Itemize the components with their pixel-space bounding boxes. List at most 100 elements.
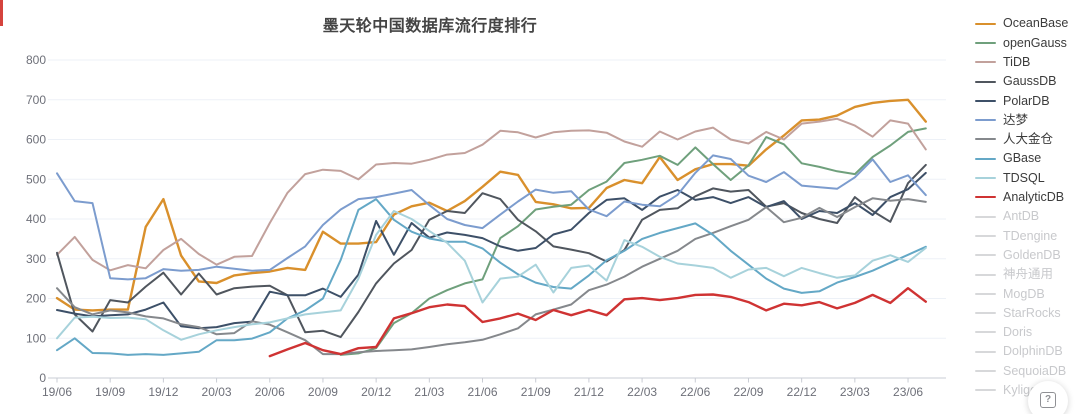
legend-label: PolarDB xyxy=(1003,93,1050,108)
legend-item-GoldenDB[interactable]: GoldenDB xyxy=(975,246,1080,265)
x-axis-label: 21/03 xyxy=(414,385,444,399)
legend-label: StarRocks xyxy=(1003,305,1061,320)
legend-label: 达梦 xyxy=(1003,112,1029,127)
legend-line-swatch xyxy=(975,254,996,257)
legend-label: Doris xyxy=(1003,325,1033,340)
x-axis-label: 19/09 xyxy=(95,385,125,399)
legend-line-swatch xyxy=(975,292,996,295)
legend-line-swatch xyxy=(975,331,996,334)
legend-line-swatch xyxy=(975,215,996,218)
x-axis-label: 19/12 xyxy=(148,385,178,399)
y-axis-label: 300 xyxy=(26,252,46,266)
legend-item-OceanBase[interactable]: OceanBase xyxy=(975,14,1080,33)
y-axis-label: 100 xyxy=(26,331,46,345)
legend-label: openGauss xyxy=(1003,35,1067,50)
legend-item-TiDB[interactable]: TiDB xyxy=(975,53,1080,72)
legend-line-swatch xyxy=(975,369,996,372)
x-axis-label: 23/06 xyxy=(893,385,923,399)
legend-item-Doris[interactable]: Doris xyxy=(975,323,1080,342)
legend-item-GBase[interactable]: GBase xyxy=(975,149,1080,168)
legend-item-AntDB[interactable]: AntDB xyxy=(975,207,1080,226)
y-axis-label: 700 xyxy=(26,93,46,107)
legend-label: TDSQL xyxy=(1003,170,1045,185)
legend-line-swatch xyxy=(975,196,996,199)
series-line-TiDB xyxy=(56,117,927,272)
x-axis-label: 22/09 xyxy=(733,385,763,399)
legend-label: OceanBase xyxy=(1003,16,1069,31)
x-axis-label: 22/06 xyxy=(680,385,710,399)
legend-item-TDengine[interactable]: TDengine xyxy=(975,226,1080,245)
series-line-人大金仓 xyxy=(56,197,927,356)
series-line-达梦 xyxy=(56,154,927,281)
series-line-openGauss xyxy=(339,127,927,356)
legend-item-StarRocks[interactable]: StarRocks xyxy=(975,303,1080,322)
help-button[interactable]: ? xyxy=(1028,381,1068,414)
x-axis-label: 20/12 xyxy=(361,385,391,399)
legend-line-swatch xyxy=(975,99,996,102)
legend-item-DolphinDB[interactable]: DolphinDB xyxy=(975,342,1080,361)
legend: OceanBase openGauss TiDB GaussDB PolarDB 达梦人大… xyxy=(975,14,1080,400)
legend-line-swatch xyxy=(975,61,996,64)
x-axis-label: 20/09 xyxy=(308,385,338,399)
y-axis-label: 0 xyxy=(39,371,46,385)
legend-item-神舟通用[interactable]: 神舟通用 xyxy=(975,265,1080,284)
legend-label: TDengine xyxy=(1003,228,1058,243)
legend-label: GoldenDB xyxy=(1003,247,1061,262)
y-axis-label: 800 xyxy=(26,53,46,67)
series-line-OceanBase xyxy=(55,98,927,312)
legend-label: SequoiaDB xyxy=(1003,363,1067,378)
line-chart: 0 100 200 300 400 500 600 700 800 19/06 19/09 19/12… xyxy=(26,53,946,399)
legend-label: 神舟通用 xyxy=(1003,267,1054,282)
legend-label: GBase xyxy=(1003,151,1042,166)
legend-line-swatch xyxy=(975,234,996,237)
legend-line-swatch xyxy=(975,80,996,83)
x-axis-label: 20/06 xyxy=(255,385,285,399)
legend-line-swatch xyxy=(975,119,996,122)
legend-line-swatch xyxy=(975,22,996,25)
legend-item-openGauss[interactable]: openGauss xyxy=(975,33,1080,52)
x-axis-label: 23/03 xyxy=(840,385,870,399)
x-axis-label: 20/03 xyxy=(202,385,232,399)
y-axis-label: 600 xyxy=(26,133,46,147)
legend-line-swatch xyxy=(975,350,996,353)
legend-item-AnalyticDB[interactable]: AnalyticDB xyxy=(975,188,1080,207)
x-axis-label: 21/12 xyxy=(574,385,604,399)
series-line-TDSQL xyxy=(56,210,927,341)
legend-label: AnalyticDB xyxy=(1003,190,1065,205)
y-axis-label: 400 xyxy=(26,212,46,226)
x-axis-label: 22/12 xyxy=(787,385,817,399)
x-axis-label: 21/06 xyxy=(468,385,498,399)
legend-line-swatch xyxy=(975,157,996,160)
series-line-GBase xyxy=(56,198,927,356)
x-axis-label: 22/03 xyxy=(627,385,657,399)
legend-label: TiDB xyxy=(1003,54,1031,69)
series-line-AnalyticDB xyxy=(268,287,927,358)
y-axis-label: 200 xyxy=(26,292,46,306)
legend-label: AntDB xyxy=(1003,209,1040,224)
legend-label: 人大金仓 xyxy=(1003,132,1054,147)
series-line-GaussDB xyxy=(56,163,927,339)
legend-line-swatch xyxy=(975,177,996,180)
left-edge-red-artifact xyxy=(0,0,3,26)
legend-line-swatch xyxy=(975,389,996,392)
legend-item-MogDB[interactable]: MogDB xyxy=(975,284,1080,303)
legend-line-swatch xyxy=(975,312,996,315)
question-mark-icon: ? xyxy=(1040,392,1056,408)
chart-title: 墨天轮中国数据库流行度排行 xyxy=(322,18,538,35)
legend-item-达梦[interactable]: 达梦 xyxy=(975,110,1080,129)
legend-label: MogDB xyxy=(1003,286,1045,301)
x-axis-label: 21/09 xyxy=(521,385,551,399)
legend-item-TDSQL[interactable]: TDSQL xyxy=(975,168,1080,187)
legend-line-swatch xyxy=(975,41,996,44)
legend-line-swatch xyxy=(975,138,996,141)
legend-label: DolphinDB xyxy=(1003,344,1063,359)
x-axis-label: 19/06 xyxy=(42,385,72,399)
legend-item-GaussDB[interactable]: GaussDB xyxy=(975,72,1080,91)
legend-line-swatch xyxy=(975,273,996,276)
y-axis-label: 500 xyxy=(26,172,46,186)
legend-item-PolarDB[interactable]: PolarDB xyxy=(975,91,1080,110)
legend-label: GaussDB xyxy=(1003,74,1057,89)
legend-item-SequoiaDB[interactable]: SequoiaDB xyxy=(975,361,1080,380)
legend-item-人大金仓[interactable]: 人大金仓 xyxy=(975,130,1080,149)
